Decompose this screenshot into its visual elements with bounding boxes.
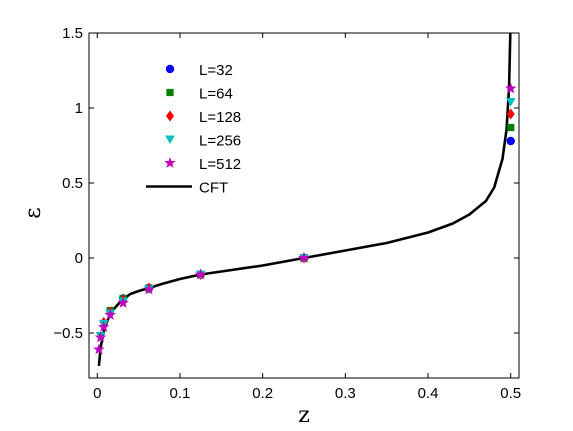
x-tick-label: 0.3 [335, 385, 356, 402]
marker-l-512 [143, 283, 155, 295]
legend-label-l-128: L=128 [199, 109, 241, 126]
legend-swatch-l-256 [165, 135, 175, 144]
marker-l-256 [505, 98, 516, 107]
marker-l-512 [117, 297, 129, 308]
plot-area [88, 32, 520, 379]
marker-l-512 [93, 343, 105, 355]
legend-swatch-l-128 [166, 110, 174, 122]
y-tick-label: 1 [75, 100, 83, 117]
legend-label-l-32: L=32 [199, 62, 233, 79]
y-tick-label: −0.5 [53, 325, 83, 342]
axis-ticks: 0 0.1 0.2 0.3 0.4 0.5 −0.5 0 0.5 1 1.5 [53, 25, 521, 402]
marker-l-512 [94, 331, 107, 343]
legend-swatch-l-64 [166, 88, 174, 97]
x-axis-label: z [298, 403, 310, 428]
marker-l-32 [506, 136, 515, 146]
marker-l-128 [506, 108, 515, 120]
y-tick-label: 1.5 [62, 25, 83, 42]
y-tick-label: 0.5 [62, 175, 83, 192]
marker-l-512 [98, 321, 110, 332]
data-markers [93, 82, 517, 355]
y-tick-label: 0 [75, 250, 83, 267]
legend-swatch-l-512 [164, 157, 176, 168]
marker-l-512 [194, 268, 207, 280]
x-tick-label: 0 [93, 385, 101, 402]
legend-swatch-l-32 [165, 64, 175, 74]
legend-label-l-64: L=64 [199, 86, 233, 103]
marker-l-64 [507, 123, 515, 132]
x-tick-label: 0.4 [418, 385, 439, 402]
legend: L=32 L=64 L=128 L=256 L=512 CFT [146, 62, 241, 197]
legend-label-cft: CFT [199, 180, 228, 197]
legend-label-l-256: L=256 [199, 133, 241, 150]
x-tick-label: 0.1 [170, 385, 191, 402]
marker-l-512 [505, 82, 517, 94]
y-axis-label: ε [21, 207, 46, 218]
marker-l-512 [104, 309, 116, 320]
legend-label-l-512: L=512 [199, 156, 241, 173]
x-tick-label: 0.2 [252, 385, 273, 402]
marker-l-512 [298, 252, 310, 263]
x-tick-label: 0.5 [500, 385, 521, 402]
